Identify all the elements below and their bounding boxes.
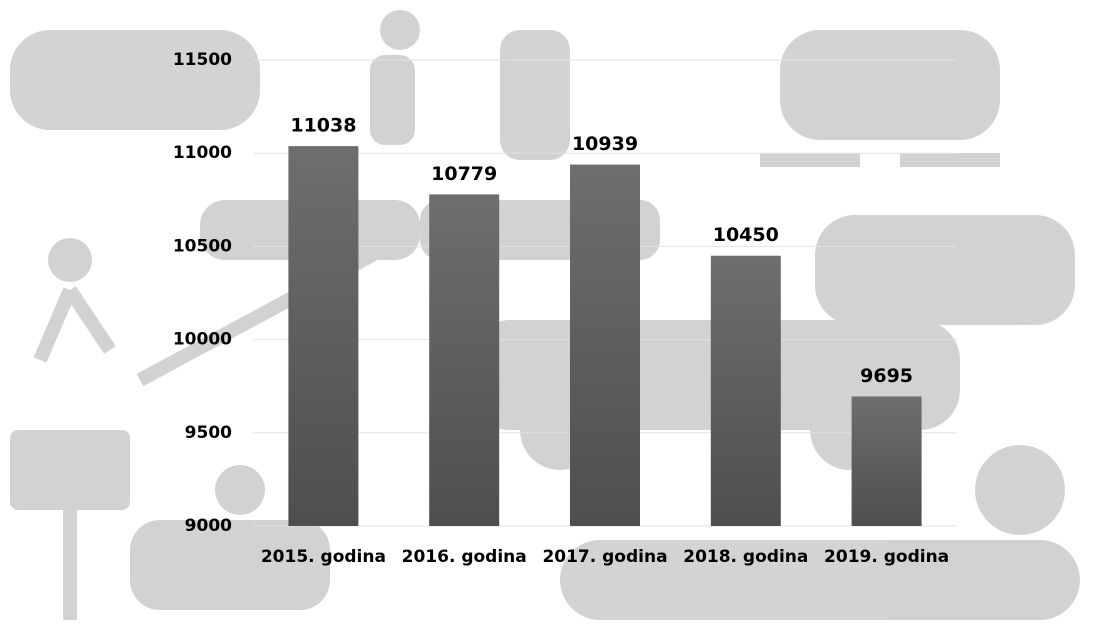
x-tick-label: 2018. godina: [683, 547, 808, 567]
bar: [710, 255, 781, 526]
background-illustration: [10, 10, 1080, 620]
bar: [288, 146, 359, 526]
data-label: 10939: [572, 133, 638, 155]
y-tick-label: 11000: [173, 143, 232, 163]
x-tick-label: 2017. godina: [542, 547, 667, 567]
x-tick-label: 2019. godina: [824, 547, 949, 567]
data-label: 9695: [860, 365, 913, 387]
y-tick-label: 11500: [173, 50, 232, 70]
y-tick-label: 10000: [173, 330, 232, 350]
x-tick-label: 2015. godina: [261, 547, 386, 567]
bar: [429, 194, 500, 526]
data-label: 10450: [713, 224, 779, 246]
bar: [851, 396, 922, 526]
y-tick-label: 9500: [185, 423, 232, 443]
y-tick-label: 9000: [185, 516, 232, 536]
x-tick-label: 2016. godina: [402, 547, 527, 567]
data-label: 10779: [431, 163, 497, 185]
data-label: 11038: [290, 115, 356, 137]
y-tick-label: 10500: [173, 236, 232, 256]
bar: [570, 164, 640, 526]
